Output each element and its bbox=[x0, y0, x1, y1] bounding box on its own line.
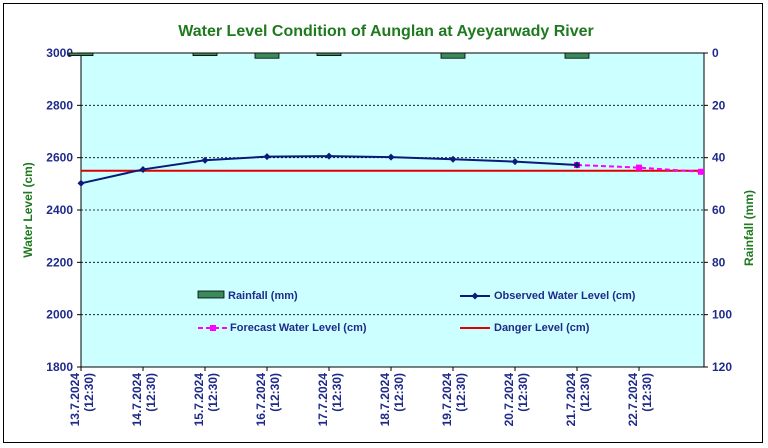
y-tick-label: 2600 bbox=[46, 151, 73, 165]
legend-rainfall-swatch bbox=[197, 290, 225, 299]
legend-forecast-label: Forecast Water Level (cm) bbox=[230, 322, 367, 334]
y2-axis-ticks: 0 20 40 60 80 100 120 bbox=[704, 46, 732, 374]
x-tick-label-time: (12:30) bbox=[144, 373, 158, 412]
observed-point bbox=[449, 155, 457, 163]
legend-danger-label: Danger Level (cm) bbox=[494, 322, 590, 334]
y-axis-ticks: 1800 2000 2200 2400 2600 2800 3000 bbox=[46, 46, 81, 374]
x-tick-label-date: 18.7.2024 bbox=[378, 373, 392, 427]
rainfall-bar bbox=[254, 52, 280, 59]
y-tick-label: 1800 bbox=[46, 360, 73, 374]
forecast-line bbox=[576, 163, 702, 173]
y2-tick-label: 0 bbox=[712, 46, 719, 60]
observed-point bbox=[263, 153, 271, 161]
y-tick-label: 2400 bbox=[46, 203, 73, 217]
observed-point bbox=[139, 165, 147, 173]
rainfall-bar bbox=[564, 52, 590, 59]
y-tick-label: 2000 bbox=[46, 308, 73, 322]
y2-tick-label: 40 bbox=[712, 151, 726, 165]
legend-observed-marker bbox=[471, 292, 479, 300]
x-tick-label-time: (12:30) bbox=[330, 373, 344, 412]
x-tick-label-time: (12:30) bbox=[392, 373, 406, 412]
y-tick-label: 3000 bbox=[46, 46, 73, 60]
x-tick-label-time: (12:30) bbox=[268, 373, 282, 412]
legend-forecast-marker bbox=[210, 325, 216, 331]
y-axis-title: Water Level (cm) bbox=[21, 162, 35, 258]
y-tick-label: 2200 bbox=[46, 255, 73, 269]
y2-tick-label: 20 bbox=[712, 98, 726, 112]
rainfall-bar bbox=[68, 52, 94, 57]
x-tick-label-time: (12:30) bbox=[640, 373, 654, 412]
observed-point bbox=[201, 156, 209, 164]
forecast-point bbox=[636, 164, 642, 171]
y2-tick-label: 80 bbox=[712, 255, 726, 269]
rainfall-bar bbox=[192, 52, 218, 57]
observed-point bbox=[573, 161, 581, 169]
rainfall-bars bbox=[68, 52, 590, 59]
y2-tick-label: 120 bbox=[712, 360, 732, 374]
x-tick-label-date: 20.7.2024 bbox=[502, 373, 516, 427]
legend-rainfall-label: Rainfall (mm) bbox=[228, 290, 298, 302]
observed-point bbox=[387, 153, 395, 161]
rainfall-bar bbox=[316, 52, 342, 57]
x-tick-label-time: (12:30) bbox=[454, 373, 468, 412]
y2-tick-label: 60 bbox=[712, 203, 726, 217]
x-tick-label-date: 13.7.2024 bbox=[68, 373, 82, 427]
observed-point bbox=[511, 158, 519, 166]
chart-frame: Water Level Condition of Aunglan at Ayey… bbox=[3, 3, 763, 443]
x-tick-label-time: (12:30) bbox=[516, 373, 530, 412]
y2-tick-label: 100 bbox=[712, 308, 732, 322]
x-tick-label-date: 19.7.2024 bbox=[440, 373, 454, 427]
x-tick-label-date: 21.7.2024 bbox=[564, 373, 578, 427]
legend-observed-label: Observed Water Level (cm) bbox=[494, 290, 636, 302]
observed-point bbox=[325, 152, 333, 160]
x-tick-label-time: (12:30) bbox=[578, 373, 592, 412]
x-axis-ticks: 13.7.2024 (12:30) 14.7.2024 (12:30) 15.7.202… bbox=[68, 367, 654, 426]
rainfall-bar bbox=[440, 52, 466, 59]
x-tick-label-time: (12:30) bbox=[206, 373, 220, 412]
x-tick-label-date: 14.7.2024 bbox=[130, 373, 144, 427]
x-tick-label-time: (12:30) bbox=[82, 373, 96, 412]
legend: Rainfall (mm) Observed Water Level (cm) … bbox=[197, 290, 636, 334]
y2-axis-title: Rainfall (mm) bbox=[742, 190, 756, 266]
plot-area bbox=[80, 52, 705, 368]
observed-series bbox=[77, 152, 581, 187]
y-tick-label: 2800 bbox=[46, 98, 73, 112]
x-tick-label-date: 17.7.2024 bbox=[316, 373, 330, 427]
water-level-chart: Water Level Condition of Aunglan at Ayey… bbox=[21, 23, 756, 426]
forecast-point bbox=[698, 168, 704, 175]
observed-point bbox=[77, 179, 85, 187]
x-tick-label-date: 15.7.2024 bbox=[192, 373, 206, 427]
x-tick-label-date: 22.7.2024 bbox=[626, 373, 640, 427]
chart-title: Water Level Condition of Aunglan at Ayey… bbox=[178, 23, 593, 40]
x-tick-label-date: 16.7.2024 bbox=[254, 373, 268, 427]
